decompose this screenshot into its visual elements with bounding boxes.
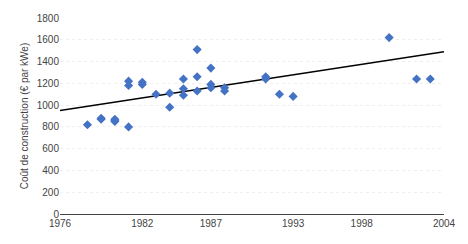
svg-text:1993: 1993 <box>282 218 305 229</box>
svg-text:200: 200 <box>42 187 59 198</box>
svg-text:400: 400 <box>42 165 59 176</box>
svg-text:1600: 1600 <box>37 34 60 45</box>
svg-text:1998: 1998 <box>351 218 374 229</box>
svg-text:0: 0 <box>53 209 59 220</box>
svg-text:1800: 1800 <box>37 13 60 24</box>
svg-text:600: 600 <box>42 143 59 154</box>
svg-text:1400: 1400 <box>37 56 60 67</box>
svg-text:Coût de construction (€ par kW: Coût de construction (€ par kWe) <box>19 43 30 190</box>
svg-text:1982: 1982 <box>131 218 154 229</box>
svg-text:1987: 1987 <box>200 218 223 229</box>
svg-text:800: 800 <box>42 121 59 132</box>
svg-text:1200: 1200 <box>37 78 60 89</box>
svg-text:2004: 2004 <box>433 218 456 229</box>
svg-text:1000: 1000 <box>37 100 60 111</box>
svg-text:1976: 1976 <box>49 218 72 229</box>
